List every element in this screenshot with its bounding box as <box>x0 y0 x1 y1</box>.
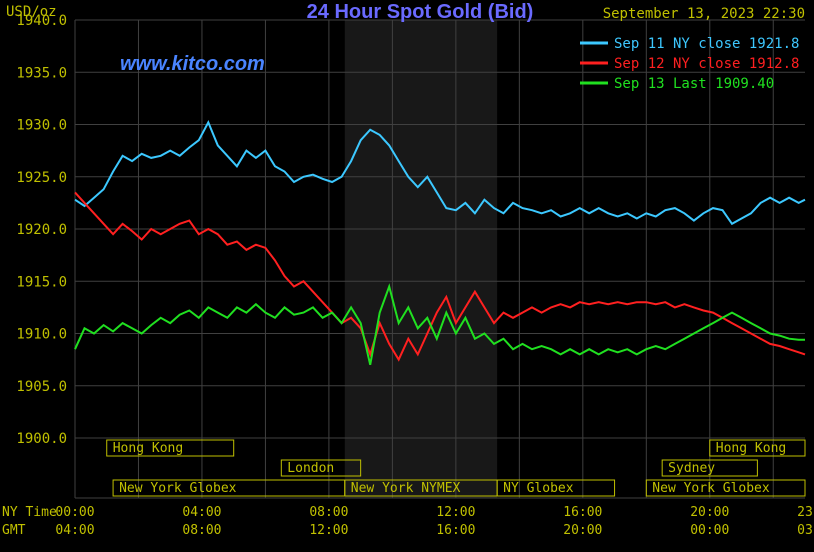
x-tick-ny: 23 <box>797 505 813 520</box>
x-tick-gmt: 03 <box>797 523 813 538</box>
y-tick-label: 1915.0 <box>16 274 67 290</box>
gold-chart: 1900.0 1905.0 1910.0 1915.0 1920.0 1925.0 1930… <box>0 0 814 552</box>
x-tick-ny: 00:00 <box>55 505 94 520</box>
market-label: London <box>287 461 334 476</box>
x-tick-gmt: 20:00 <box>563 523 602 538</box>
chart-svg: 1900.0 1905.0 1910.0 1915.0 1920.0 1925.0 1930… <box>0 0 814 552</box>
y-axis-label: USD/oz <box>6 4 57 20</box>
market-label: New York NYMEX <box>351 481 461 496</box>
y-tick-label: 1900.0 <box>16 431 67 447</box>
chart-timestamp: September 13, 2023 22:30 <box>603 6 805 22</box>
y-tick-label: 1910.0 <box>16 327 67 343</box>
legend-label: Sep 11 NY close 1921.8 <box>614 36 799 52</box>
market-label: New York Globex <box>119 481 237 496</box>
market-label: Sydney <box>668 461 715 476</box>
session-band <box>345 20 497 498</box>
x-tick-ny: 12:00 <box>436 505 475 520</box>
x-tick-ny: 16:00 <box>563 505 602 520</box>
legend-label: Sep 12 NY close 1912.8 <box>614 56 799 72</box>
x-tick-gmt: 16:00 <box>436 523 475 538</box>
y-tick-label: 1920.0 <box>16 222 67 238</box>
market-label: Hong Kong <box>716 441 786 456</box>
x-tick-ny: 04:00 <box>182 505 221 520</box>
market-label: Hong Kong <box>113 441 183 456</box>
x-tick-gmt: 04:00 <box>55 523 94 538</box>
kitco-watermark: www.kitco.com <box>120 53 265 75</box>
legend-label: Sep 13 Last 1909.40 <box>614 76 774 92</box>
x-tick-gmt: 00:00 <box>690 523 729 538</box>
y-tick-label: 1925.0 <box>16 170 67 186</box>
x-axis-gmt-label: GMT <box>2 523 26 538</box>
x-tick-ny: 20:00 <box>690 505 729 520</box>
x-axis-ny-label: NY Time <box>2 505 57 520</box>
market-label: NY Globex <box>503 481 574 496</box>
y-tick-label: 1935.0 <box>16 65 67 81</box>
x-tick-gmt: 12:00 <box>309 523 348 538</box>
chart-title: 24 Hour Spot Gold (Bid) <box>307 1 534 23</box>
market-label: New York Globex <box>652 481 770 496</box>
x-tick-ny: 08:00 <box>309 505 348 520</box>
x-tick-gmt: 08:00 <box>182 523 221 538</box>
y-tick-label: 1930.0 <box>16 118 67 134</box>
y-tick-label: 1905.0 <box>16 379 67 395</box>
